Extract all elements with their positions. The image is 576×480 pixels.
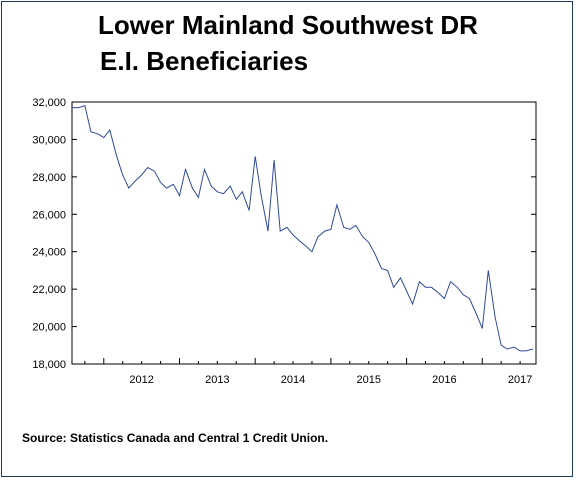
y-tick-label: 24,000 [32, 247, 66, 259]
y-tick-label: 18,000 [32, 359, 66, 371]
plot-area [71, 101, 537, 365]
x-tick-label: 2013 [205, 374, 229, 386]
y-tick-label: 22,000 [32, 284, 66, 296]
source-note: Source: Statistics Canada and Central 1 … [22, 431, 329, 445]
y-tick-label: 20,000 [32, 322, 66, 334]
y-tick-label: 26,000 [32, 209, 66, 221]
chart-title-line-2: E.I. Beneficiaries [100, 46, 309, 76]
x-tick-label: 2015 [356, 374, 380, 386]
x-tick-label: 2016 [432, 374, 456, 386]
y-tick-label: 30,000 [32, 134, 66, 146]
series-line [72, 105, 534, 352]
x-tick-label: 2012 [129, 374, 153, 386]
x-tick-label: 2014 [281, 374, 305, 386]
y-tick-label: 32,000 [32, 97, 66, 109]
x-tick-label: 2017 [508, 374, 532, 386]
y-tick-label: 28,000 [32, 172, 66, 184]
chart-title-line-1: Lower Mainland Southwest DR [98, 10, 478, 40]
